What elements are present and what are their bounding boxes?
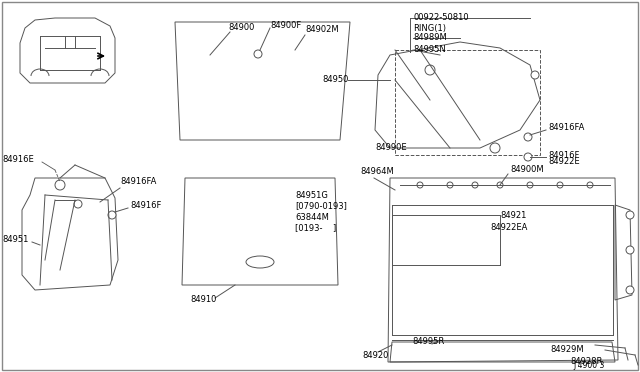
Circle shape: [497, 182, 503, 188]
Text: 84990E: 84990E: [375, 144, 406, 153]
Circle shape: [557, 182, 563, 188]
Circle shape: [490, 143, 500, 153]
Text: 84900F: 84900F: [270, 20, 301, 29]
Circle shape: [524, 153, 532, 161]
Text: 84928R: 84928R: [570, 357, 602, 366]
Circle shape: [472, 182, 478, 188]
Circle shape: [524, 133, 532, 141]
Text: 84964M: 84964M: [360, 167, 394, 176]
Text: 84900: 84900: [228, 23, 254, 32]
Circle shape: [417, 182, 423, 188]
Text: 84922E: 84922E: [548, 157, 580, 167]
Text: 84916FA: 84916FA: [120, 177, 156, 186]
Text: 84916FA: 84916FA: [548, 124, 584, 132]
Text: 84902M: 84902M: [305, 26, 339, 35]
Text: 84929M: 84929M: [550, 346, 584, 355]
Circle shape: [108, 211, 116, 219]
Text: [0193-    ]: [0193- ]: [295, 224, 336, 232]
Circle shape: [531, 71, 539, 79]
Text: 84916F: 84916F: [548, 151, 579, 160]
Circle shape: [55, 180, 65, 190]
Circle shape: [74, 200, 82, 208]
Text: 84995R: 84995R: [412, 337, 444, 346]
Text: 84920: 84920: [362, 350, 388, 359]
Text: 00922-50810: 00922-50810: [413, 13, 468, 22]
Text: 84910: 84910: [190, 295, 216, 305]
Circle shape: [587, 182, 593, 188]
Text: 84951G: 84951G: [295, 190, 328, 199]
Circle shape: [527, 182, 533, 188]
Text: 84950: 84950: [322, 76, 348, 84]
Bar: [395, 50, 540, 155]
Circle shape: [425, 65, 435, 75]
Text: 84921: 84921: [500, 211, 526, 219]
Text: J 4900 3: J 4900 3: [573, 362, 605, 371]
Circle shape: [626, 286, 634, 294]
Text: 84989M: 84989M: [413, 33, 447, 42]
Text: 84951: 84951: [2, 235, 28, 244]
Text: 84916F: 84916F: [130, 201, 161, 209]
Text: 63844M: 63844M: [295, 212, 329, 221]
Text: RING(1): RING(1): [413, 23, 446, 32]
Text: 84995N: 84995N: [413, 45, 445, 55]
Text: 84916E: 84916E: [2, 155, 34, 164]
Text: 84922EA: 84922EA: [490, 224, 527, 232]
Circle shape: [254, 50, 262, 58]
Text: [0790-0193]: [0790-0193]: [295, 202, 347, 211]
Text: 84900M: 84900M: [510, 166, 543, 174]
Circle shape: [626, 211, 634, 219]
Circle shape: [626, 246, 634, 254]
Circle shape: [447, 182, 453, 188]
